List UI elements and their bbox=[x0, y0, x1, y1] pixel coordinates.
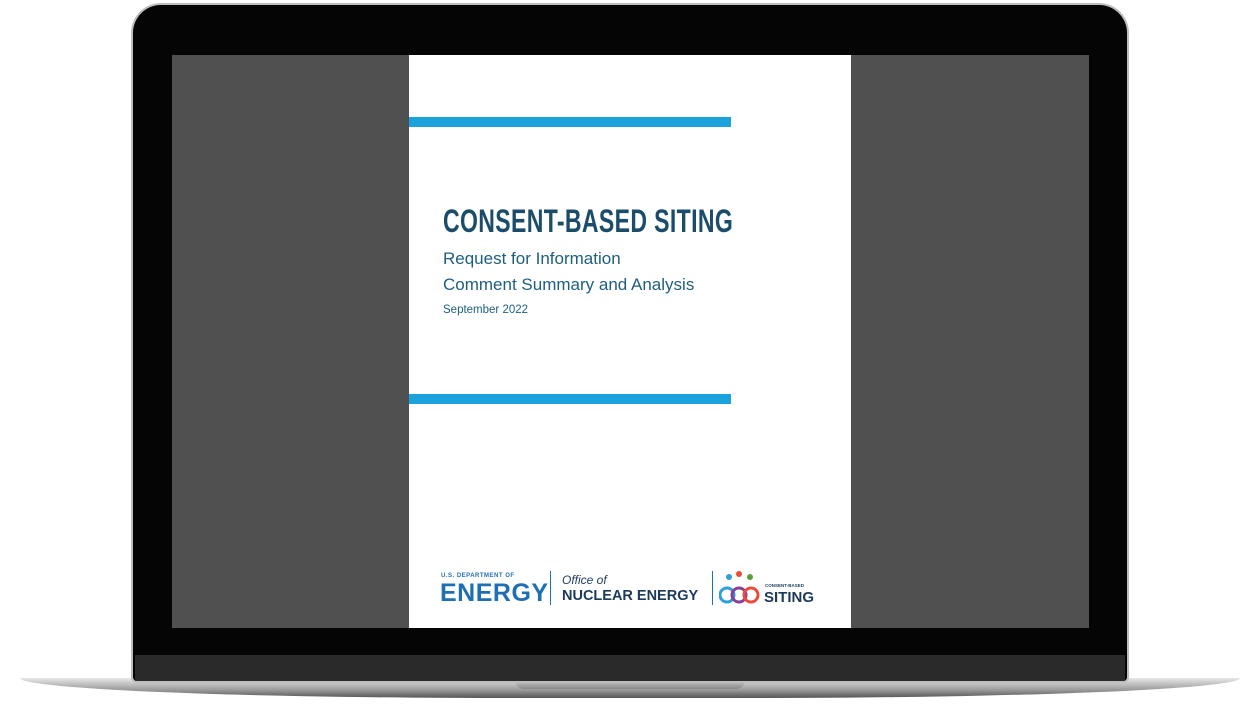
title: CONSENT-BASED SITING bbox=[443, 203, 733, 240]
page: CONSENT-BASED SITING Request for Informa… bbox=[0, 0, 1245, 704]
consent-based: CONSENT-BASED bbox=[765, 583, 804, 588]
laptop-chin bbox=[135, 655, 1125, 681]
accent-bar bbox=[409, 117, 731, 127]
office-of: Office of bbox=[562, 573, 607, 587]
accent-bar bbox=[409, 394, 731, 404]
doe-logo: ENERGY bbox=[440, 579, 549, 608]
nuclear-energy: NUCLEAR ENERGY bbox=[562, 588, 698, 604]
divider bbox=[712, 571, 713, 605]
date: September 2022 bbox=[443, 304, 528, 316]
subtitle: Comment Summary and Analysis bbox=[443, 275, 694, 295]
siting: SITING bbox=[764, 589, 814, 606]
divider bbox=[550, 571, 551, 605]
subtitle: Request for Information bbox=[443, 249, 621, 269]
document-page: CONSENT-BASED SITING Request for Informa… bbox=[409, 55, 851, 628]
siting-icon bbox=[719, 571, 761, 607]
laptop-notch bbox=[515, 680, 745, 689]
